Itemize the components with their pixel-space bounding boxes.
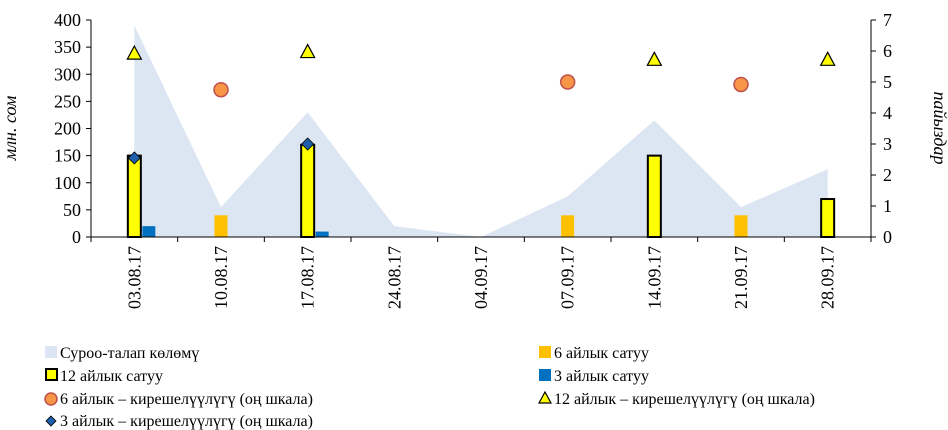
y-left-tick-label: 250 (54, 91, 81, 111)
y-left-tick-label: 400 (54, 10, 81, 30)
legend-swatch-12m-sales (45, 368, 58, 381)
y-right-tick-label: 7 (883, 10, 892, 30)
legend-label-12m-sales: 12 айлык сатуу (60, 368, 163, 385)
x-tick-label: 10.08.17 (211, 246, 231, 309)
legend-label-12m-yield: 12 айлык – кирешелүүлүгү (оң шкала) (554, 391, 815, 408)
y-right-tick-label: 0 (883, 227, 892, 247)
marker-6m-yield-10.08.17 (213, 82, 229, 98)
marker-3m-yield-17.08.17 (301, 137, 315, 151)
legend: Суроо-талап көлөмү 6 айлык сатуу 12 айлы… (44, 345, 815, 430)
legend-swatch-demand-area (45, 346, 57, 358)
legend-label-demand-area: Суроо-талап көлөмү (60, 345, 199, 362)
plot-area (126, 25, 836, 238)
bar-3m-sales-17.08.17 (315, 231, 329, 237)
x-tick-label: 24.08.17 (384, 246, 404, 309)
y-right-tick-label: 5 (883, 72, 892, 92)
bar-12m-sales-03.08.17 (126, 154, 142, 238)
x-tick-label: 14.09.17 (644, 246, 664, 309)
marker-12m-yield-17.08.17 (299, 43, 316, 59)
marker-12m-yield-03.08.17 (126, 44, 143, 60)
y-right-tick-label: 2 (883, 165, 892, 185)
y-left-tick-label: 300 (54, 64, 81, 84)
y-left-tick-label: 100 (54, 173, 81, 193)
bar-3m-sales-03.08.17 (142, 226, 156, 237)
marker-6m-yield-07.09.17 (559, 74, 576, 90)
bar-6m-sales-21.09.17 (734, 215, 748, 237)
bar-12m-sales-17.08.17 (300, 143, 316, 238)
y-right-tick-label: 3 (883, 134, 892, 154)
bar-12m-sales-14.09.17 (646, 154, 662, 238)
legend-label-3m-sales: 3 айлык сатуу (554, 368, 649, 385)
x-tick-label: 21.09.17 (731, 246, 751, 309)
legend-swatch-3m-sales (539, 369, 551, 381)
marker-3m-yield-03.08.17 (127, 151, 141, 165)
y-left-tick-label: 200 (54, 119, 81, 139)
y-left-tick-label: 50 (63, 200, 81, 220)
x-tick-label: 04.09.17 (471, 246, 491, 309)
y-right-tick-label: 6 (883, 41, 892, 61)
x-tick-label: 07.09.17 (558, 246, 578, 309)
y-left-tick-label: 0 (72, 227, 81, 247)
bar-6m-sales-10.08.17 (214, 215, 228, 237)
legend-label-6m-yield: 6 айлык – кирешелүүлүгү (оң шкала) (60, 391, 313, 408)
y-axis-title-right: пайыздар (930, 91, 948, 164)
legend-marker-3m-yield (45, 415, 57, 427)
demand-area-series (134, 25, 828, 237)
y-left-tick-label: 150 (54, 146, 81, 166)
bar-12m-sales-28.09.17 (820, 198, 836, 238)
marker-6m-yield-21.09.17 (733, 76, 749, 93)
x-tick-label: 28.09.17 (818, 246, 838, 309)
legend-swatch-6m-sales (539, 346, 551, 358)
x-tick-label: 17.08.17 (298, 246, 318, 309)
x-tick-label: 03.08.17 (124, 246, 144, 309)
legend-marker-6m-yield (44, 392, 58, 406)
legend-marker-12m-yield (537, 390, 553, 404)
legend-label-3m-yield: 3 айлык – кирешелүүлүгү (оң шкала) (60, 413, 313, 430)
legend-label-6m-sales: 6 айлык сатуу (554, 345, 649, 362)
y-left-tick-label: 350 (54, 37, 81, 57)
marker-12m-yield-28.09.17 (819, 51, 836, 66)
y-right-tick-label: 4 (883, 103, 892, 123)
marker-12m-yield-14.09.17 (646, 51, 663, 66)
y-right-tick-label: 1 (883, 196, 892, 216)
bar-6m-sales-07.09.17 (561, 215, 575, 237)
y-axis-title-left: млн. сом (0, 95, 20, 161)
ticks: 0 50 100 150 200 250 300 350 400 0 1 2 3 4 5 6 7 03.08.17… (54, 10, 892, 309)
